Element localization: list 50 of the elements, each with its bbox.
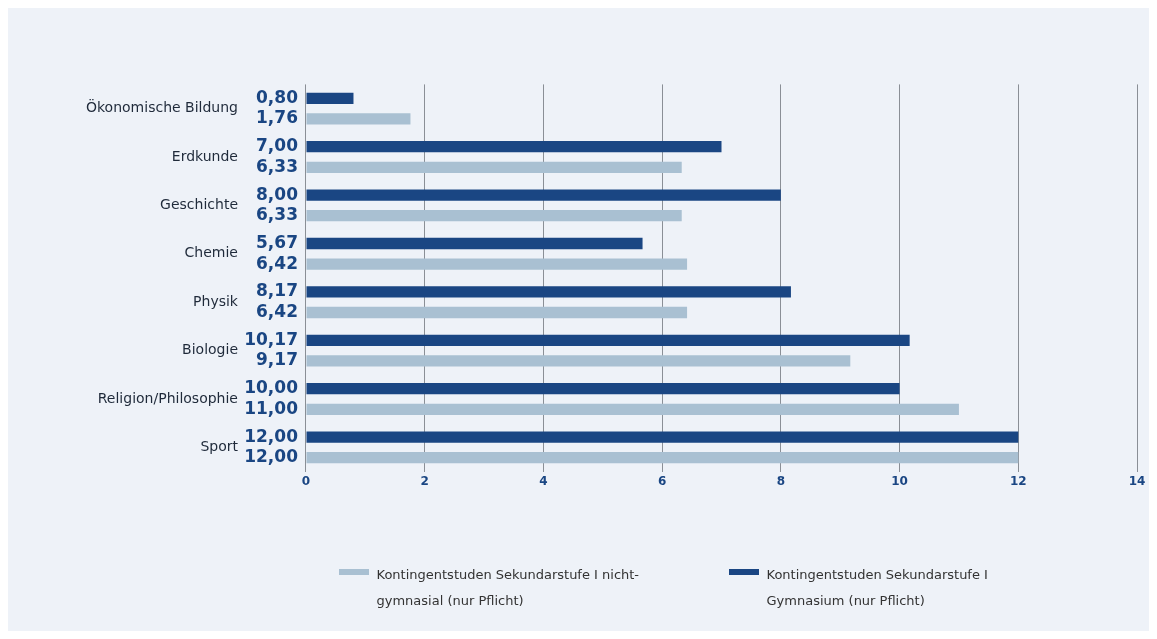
data-label: 9,17: [256, 349, 298, 370]
bar: [306, 306, 688, 319]
y-tick-label: Chemie: [184, 244, 238, 261]
data-label: 12,00: [244, 446, 299, 467]
data-label: 12,00: [244, 425, 299, 446]
data-label: 6,33: [256, 204, 298, 225]
data-label: 6,42: [256, 300, 298, 321]
bar: [306, 452, 1019, 464]
bar: [306, 403, 959, 415]
y-tick-label: Erdkunde: [171, 147, 238, 164]
bar: [306, 334, 910, 346]
data-label: 11,00: [244, 397, 299, 418]
data-label: 1,76: [256, 107, 298, 128]
legend-label: Kontingentstuden Sekundarstufe I nicht-gymnasial (nur Pflicht): [376, 566, 641, 610]
bar: [306, 210, 682, 222]
x-tick-label: 4: [539, 473, 548, 488]
bar: [306, 431, 1019, 443]
data-label: 0,80: [256, 86, 299, 107]
y-tick-label: Religion/Philosophie: [97, 389, 238, 406]
x-tick-label: 2: [420, 473, 429, 488]
bar: [306, 286, 791, 298]
bar: [306, 237, 643, 250]
bar: [306, 383, 900, 395]
y-tick-label: Biologie: [182, 341, 238, 358]
x-tick-label: 14: [1128, 473, 1146, 488]
x-tick-label: 12: [1009, 473, 1027, 488]
data-label: 8,17: [256, 280, 298, 301]
y-tick-label: Sport: [200, 438, 239, 455]
bar: [306, 141, 722, 153]
data-label: 10,00: [244, 377, 299, 398]
data-label: 7,00: [256, 135, 299, 156]
data-label: 6,42: [256, 252, 298, 273]
bar: [306, 189, 781, 201]
bar: [306, 161, 682, 173]
legend-label: Kontingentstuden Sekundarstufe I Gymnasium (nur Pflicht): [766, 566, 989, 610]
data-label: 6,33: [256, 155, 298, 176]
data-label: 8,00: [256, 183, 299, 204]
bar: [306, 258, 688, 270]
x-tick-label: 10: [891, 473, 908, 488]
y-tick-label: Physik: [193, 292, 239, 309]
y-tick-label: Ökonomische Bildung: [85, 98, 238, 116]
data-label: 10,17: [244, 328, 298, 349]
x-tick-label: 0: [301, 473, 311, 488]
data-label: 5,67: [256, 231, 298, 252]
bar: [306, 113, 411, 125]
x-tick-label: 8: [776, 473, 786, 488]
y-tick-label: Geschichte: [160, 196, 238, 213]
bar: [306, 355, 851, 367]
x-tick-label: 6: [657, 473, 667, 488]
bar: [306, 92, 354, 104]
